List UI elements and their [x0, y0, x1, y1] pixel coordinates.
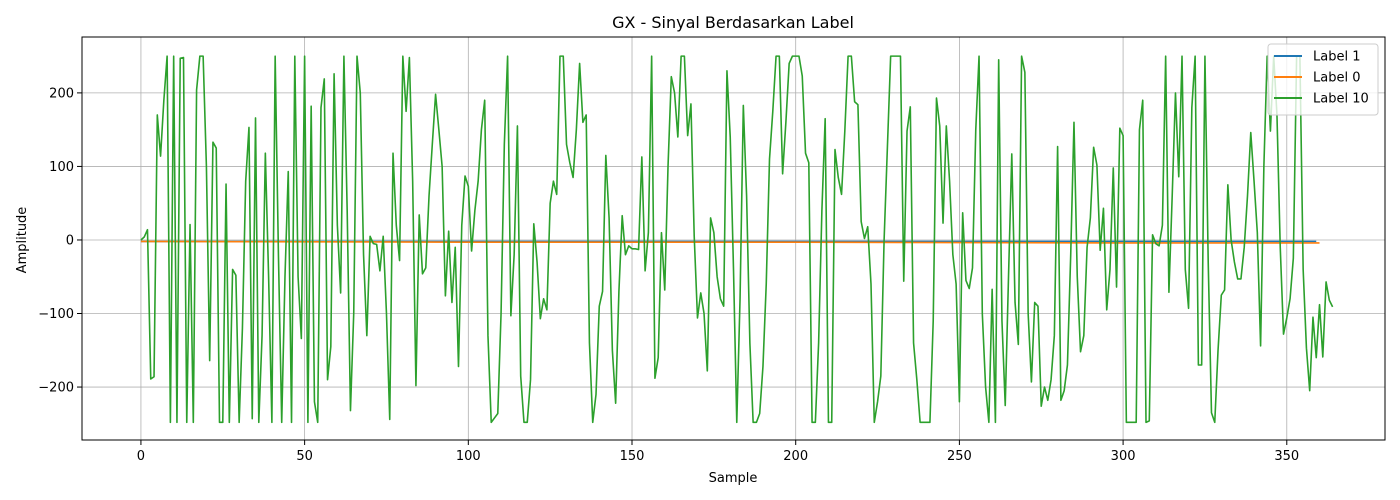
series-line-label-0 — [140, 240, 1320, 244]
legend-label: Label 10 — [1313, 92, 1369, 107]
legend-label: Label 1 — [1313, 50, 1360, 65]
x-tick-label: 350 — [1274, 449, 1299, 464]
y-tick-label: 0 — [66, 233, 74, 248]
y-axis-label: Amplitude — [15, 207, 30, 274]
x-tick-label: 250 — [947, 449, 972, 464]
x-tick-label: 100 — [456, 449, 481, 464]
series-line-label-10 — [140, 55, 1334, 424]
plot-area — [81, 36, 1386, 441]
x-axis-label: Sample — [709, 471, 758, 486]
x-tick-label: 0 — [137, 449, 145, 464]
legend-label: Label 0 — [1313, 71, 1360, 86]
x-tick-label: 150 — [620, 449, 645, 464]
legend: Label 1 Label 0 Label 10 — [1267, 43, 1379, 116]
y-tick-label: 200 — [49, 86, 74, 101]
y-tick-label: 100 — [49, 160, 74, 175]
series-layer — [140, 55, 1334, 424]
y-tick-label: −200 — [38, 381, 74, 396]
y-tick-label: −100 — [38, 307, 74, 322]
x-axis: 0 50 100 150 200 250 300 350 — [137, 440, 1299, 464]
x-tick-label: 300 — [1111, 449, 1136, 464]
x-tick-label: 200 — [783, 449, 808, 464]
chart-title: GX - Sinyal Berdasarkan Label — [612, 13, 854, 32]
x-tick-label: 50 — [296, 449, 313, 464]
plot-frame — [81, 36, 1386, 441]
y-axis: −200 −100 0 100 200 — [38, 86, 82, 396]
